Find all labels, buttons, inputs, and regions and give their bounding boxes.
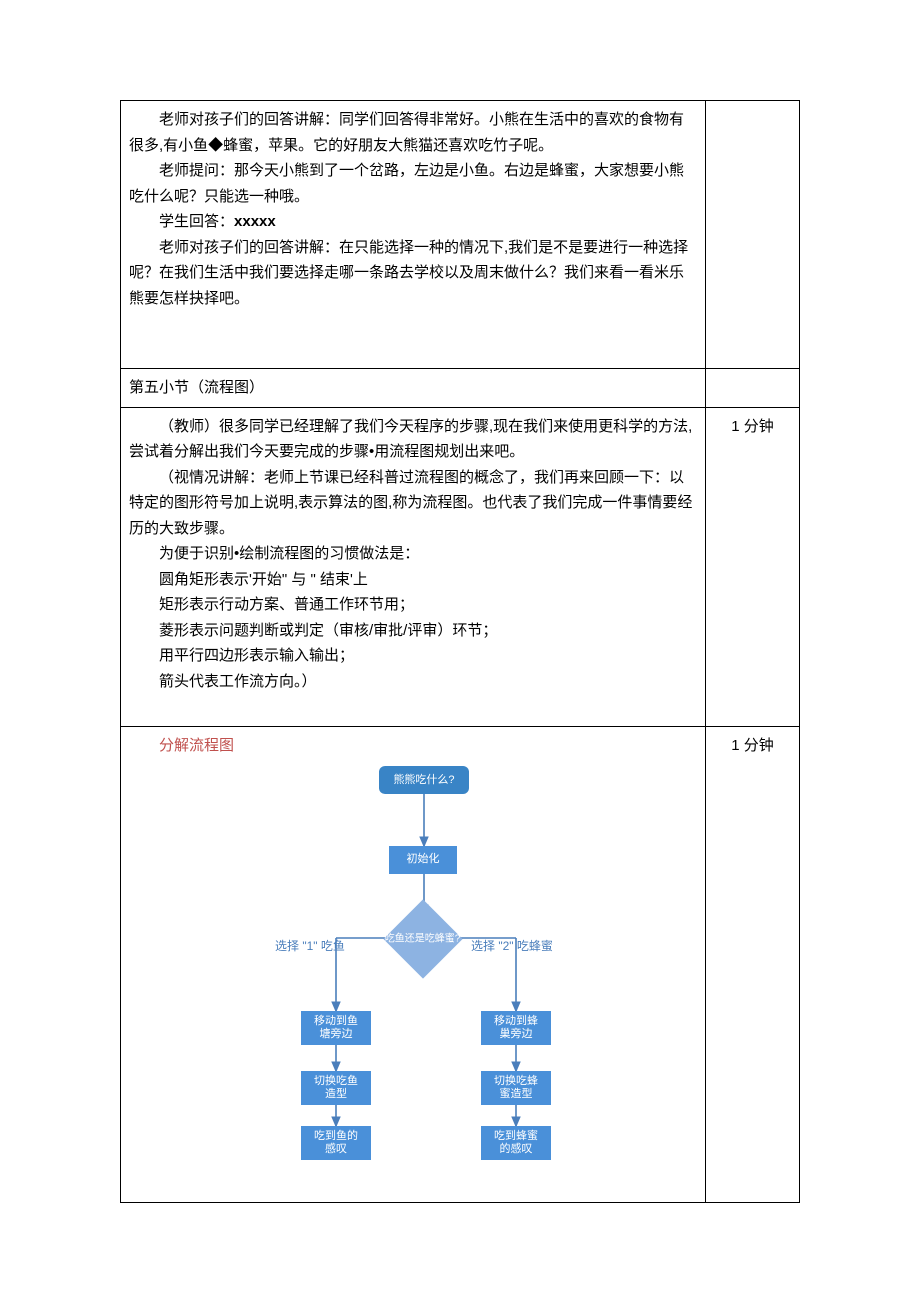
flowchart: 熊熊吃什么? 初始化吃鱼还是吃蜂蜜? 移动到鱼 塘旁边切换吃鱼 造型吃到鱼的 感叹 移… xyxy=(129,766,697,1196)
flow-node-right1: 移动到蜂 巢旁边 xyxy=(481,1011,551,1045)
flow-node-decide: 吃鱼还是吃蜂蜜? xyxy=(383,899,462,978)
row1-content: 老师对孩子们的回答讲解：同学们回答得非常好。小熊在生活中的喜欢的食物有很多,有小… xyxy=(121,101,706,369)
row4-time: 1 分钟 xyxy=(705,726,799,1203)
row1-p1: 老师对孩子们的回答讲解：同学们回答得非常好。小熊在生活中的喜欢的食物有很多,有小… xyxy=(129,107,697,158)
row3-time: 1 分钟 xyxy=(705,407,799,726)
table-row: 老师对孩子们的回答讲解：同学们回答得非常好。小熊在生活中的喜欢的食物有很多,有小… xyxy=(121,101,800,369)
flow-node-left1: 移动到鱼 塘旁边 xyxy=(301,1011,371,1045)
row3-p1: （教师）很多同学已经理解了我们今天程序的步骤,现在我们来使用更科学的方法,尝试着… xyxy=(129,414,697,465)
row4-title: 分解流程图 xyxy=(129,733,697,759)
row3-p7: 用平行四边形表示输入输出； xyxy=(129,643,697,669)
branch-label-left: 选择 "1" 吃鱼 xyxy=(275,936,345,956)
flow-node-right2: 切换吃蜂 蜜造型 xyxy=(481,1071,551,1105)
row3-p8: 箭头代表工作流方向。） xyxy=(129,669,697,695)
row3-p5: 矩形表示行动方案、普通工作环节用； xyxy=(129,592,697,618)
table-row: （教师）很多同学已经理解了我们今天程序的步骤,现在我们来使用更科学的方法,尝试着… xyxy=(121,407,800,726)
flowchart-arrows xyxy=(129,766,689,1196)
page: 老师对孩子们的回答讲解：同学们回答得非常好。小熊在生活中的喜欢的食物有很多,有小… xyxy=(0,0,920,1263)
row1-p3: 学生回答：xxxxx xyxy=(129,209,697,235)
flow-node-left3: 吃到鱼的 感叹 xyxy=(301,1126,371,1160)
flow-node-init: 初始化 xyxy=(389,846,457,874)
row3-content: （教师）很多同学已经理解了我们今天程序的步骤,现在我们来使用更科学的方法,尝试着… xyxy=(121,407,706,726)
row4-content: 分解流程图 熊熊吃什么?初始化吃鱼还是吃蜂蜜?移动到鱼 塘旁边切换吃鱼 造型吃到… xyxy=(121,726,706,1203)
row2-title: 第五小节（流程图） xyxy=(121,369,706,408)
flow-node-left2: 切换吃鱼 造型 xyxy=(301,1071,371,1105)
row1-time xyxy=(705,101,799,369)
row1-p3-answer: xxxxx xyxy=(234,213,276,230)
row1-p4: 老师对孩子们的回答讲解：在只能选择一种的情况下,我们是不是要进行一种选择呢？在我… xyxy=(129,235,697,312)
lesson-table: 老师对孩子们的回答讲解：同学们回答得非常好。小熊在生活中的喜欢的食物有很多,有小… xyxy=(120,100,800,1203)
branch-label-right: 选择 "2" 吃蜂蜜 xyxy=(471,936,553,956)
row3-p3: 为便于识别•绘制流程图的习惯做法是： xyxy=(129,541,697,567)
row1-p2: 老师提问：那今天小熊到了一个岔路，左边是小鱼。右边是蜂蜜，大家想要小熊吃什么呢？… xyxy=(129,158,697,209)
row1-p3-prefix: 学生回答： xyxy=(159,213,234,230)
row3-p2: （视情况讲解：老师上节课已经科普过流程图的概念了，我们再来回顾一下：以特定的图形… xyxy=(129,465,697,542)
flow-node-start: 熊熊吃什么? xyxy=(379,766,469,794)
flow-node-right3: 吃到蜂蜜 的感叹 xyxy=(481,1126,551,1160)
row3-p6: 菱形表示问题判断或判定（审核/审批/评审）环节； xyxy=(129,618,697,644)
row3-p4: 圆角矩形表示'开始" 与 " 结束'上 xyxy=(129,567,697,593)
table-row: 第五小节（流程图） xyxy=(121,369,800,408)
table-row: 分解流程图 熊熊吃什么?初始化吃鱼还是吃蜂蜜?移动到鱼 塘旁边切换吃鱼 造型吃到… xyxy=(121,726,800,1203)
row2-time xyxy=(705,369,799,408)
